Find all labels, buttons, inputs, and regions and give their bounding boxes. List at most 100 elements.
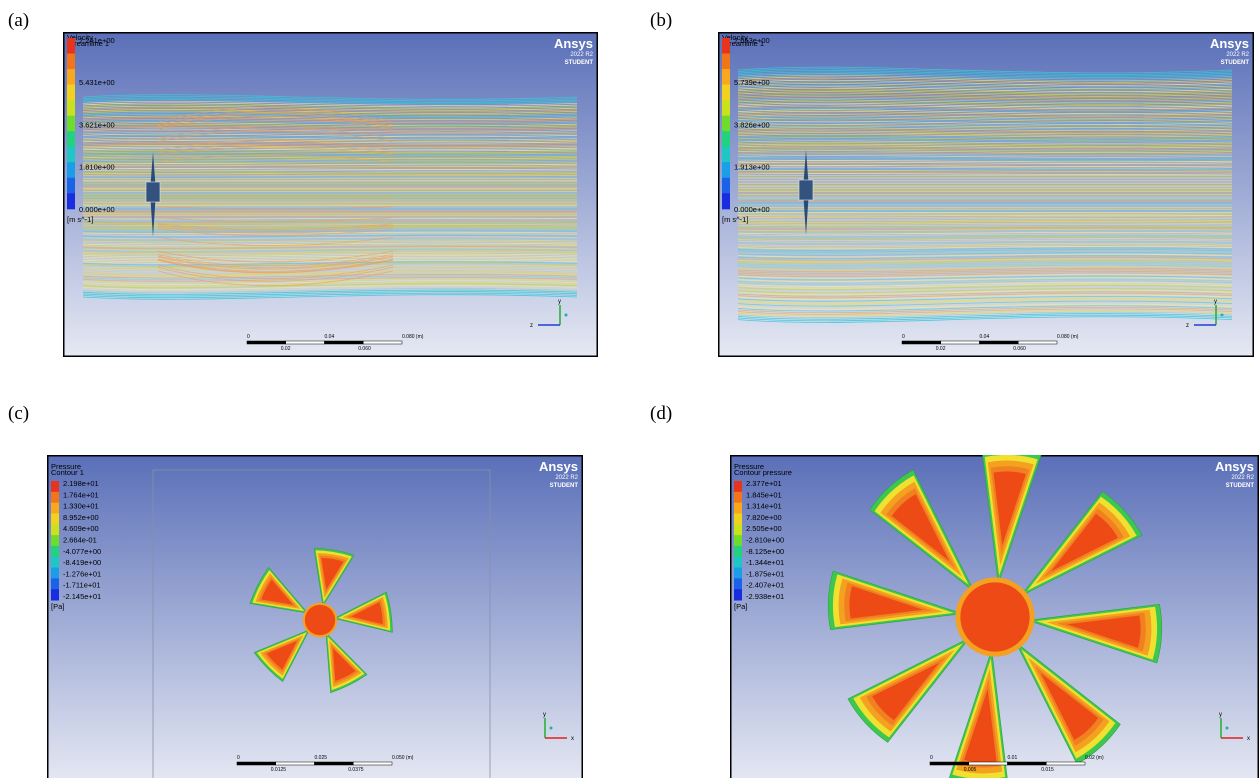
scale-segment	[980, 341, 1019, 344]
legend-value: 3.826e+00	[734, 120, 770, 129]
legend-swatch	[734, 578, 742, 589]
streamline	[738, 209, 1232, 210]
axis-origin	[1226, 727, 1229, 730]
legend-value: -1.344e+01	[746, 558, 784, 567]
legend-swatch	[734, 481, 742, 492]
scale-segment	[247, 341, 286, 344]
legend-swatch	[67, 162, 75, 178]
legend-unit: [Pa]	[51, 602, 64, 611]
legend-swatch	[51, 535, 59, 546]
legend-value: 8.952e+00	[63, 513, 99, 522]
streamline	[738, 210, 1232, 211]
legend-swatch	[734, 557, 742, 568]
legend-value: -2.810e+00	[746, 536, 784, 545]
panel-label: (a)	[8, 10, 29, 32]
legend-swatch	[734, 524, 742, 535]
scale-label: 0.025	[315, 755, 328, 761]
legend-swatch	[67, 85, 75, 101]
legend-swatch	[722, 162, 730, 178]
logo-version: 2022 R2	[570, 52, 593, 58]
axis-label: x	[1247, 736, 1250, 742]
axis-label: z	[530, 323, 533, 329]
logo-edition: STUDENT	[550, 483, 579, 489]
streamline	[83, 178, 577, 179]
streamline	[738, 206, 1232, 207]
legend-swatch	[734, 546, 742, 557]
turbine-hub	[146, 182, 160, 202]
legend-swatch	[722, 131, 730, 147]
scale-segment	[315, 762, 354, 765]
legend-value: 2.505e+00	[746, 524, 782, 533]
legend-value: 7.820e+00	[746, 513, 782, 522]
legend-value: -1.875e+01	[746, 569, 784, 578]
turbine-hub	[799, 180, 813, 200]
legend-value: 2.664e-01	[63, 536, 97, 545]
scale-label: 0	[247, 334, 250, 340]
legend-value: -2.938e+01	[746, 592, 784, 601]
legend-unit: [m s^-1]	[67, 215, 93, 224]
legend-value: 3.621e+00	[79, 120, 115, 129]
streamline	[83, 213, 577, 214]
legend-swatch	[51, 546, 59, 557]
scale-label: 0.02	[936, 346, 946, 352]
scale-label: 0.080 (m)	[1057, 334, 1079, 340]
logo-edition: STUDENT	[1226, 483, 1255, 489]
legend-swatch	[67, 178, 75, 194]
legend-subtitle: Contour 1	[51, 468, 84, 477]
legend-swatch	[51, 513, 59, 524]
axis-origin	[565, 314, 568, 317]
axis-origin	[550, 727, 553, 730]
scale-segment	[902, 341, 941, 344]
logo-edition: STUDENT	[1221, 60, 1250, 66]
legend-swatch	[722, 54, 730, 70]
legend-swatch	[734, 568, 742, 579]
legend-unit: [m s^-1]	[722, 215, 748, 224]
scale-label: 0.02	[281, 346, 291, 352]
scale-label: 0.050 (m)	[392, 755, 414, 761]
legend-value: 1.314e+01	[746, 502, 782, 511]
legend-value: -2.407e+01	[746, 581, 784, 590]
legend-swatch	[722, 38, 730, 54]
axis-label: y	[1214, 299, 1217, 305]
legend-swatch	[722, 116, 730, 132]
legend-swatch	[734, 492, 742, 503]
legend-value: -1.711e+01	[63, 581, 101, 590]
legend-value: 1.913e+00	[734, 163, 770, 172]
legend-swatch	[734, 589, 742, 600]
axis-label: y	[543, 712, 546, 718]
scale-segment	[325, 341, 364, 344]
scale-label: 0.04	[325, 334, 335, 340]
legend-value: 7.653e+00	[734, 36, 770, 45]
streamline	[738, 177, 1232, 178]
streamline	[738, 207, 1232, 208]
cfd-view: PressureContour 12.198e+011.764e+011.330…	[47, 455, 583, 778]
scale-label: 0.04	[980, 334, 990, 340]
panel-label: (d)	[650, 403, 672, 425]
legend-value: 4.609e+00	[63, 524, 99, 533]
legend-value: 1.810e+00	[79, 163, 115, 172]
legend-value: 0.000e+00	[79, 205, 115, 214]
axis-label: y	[558, 299, 561, 305]
legend-swatch	[722, 85, 730, 101]
scale-label: 0	[930, 755, 933, 761]
legend-swatch	[722, 100, 730, 116]
streamline	[738, 178, 1232, 179]
logo-name: Ansys	[554, 36, 593, 51]
scale-segment	[1018, 341, 1057, 344]
legend-swatch	[51, 492, 59, 503]
legend-value: -8.419e+00	[63, 558, 101, 567]
legend-swatch	[67, 193, 75, 209]
axis-label: z	[1186, 323, 1189, 329]
streamline	[83, 180, 577, 181]
legend-value: 1.845e+01	[746, 490, 782, 499]
legend-swatch	[51, 524, 59, 535]
scale-segment	[286, 341, 325, 344]
scale-label: 0.005	[964, 767, 977, 773]
logo-edition: STUDENT	[565, 60, 594, 66]
streamline	[738, 175, 1232, 176]
legend-value: 5.739e+00	[734, 78, 770, 87]
streamline	[83, 212, 577, 213]
legend-swatch	[51, 481, 59, 492]
